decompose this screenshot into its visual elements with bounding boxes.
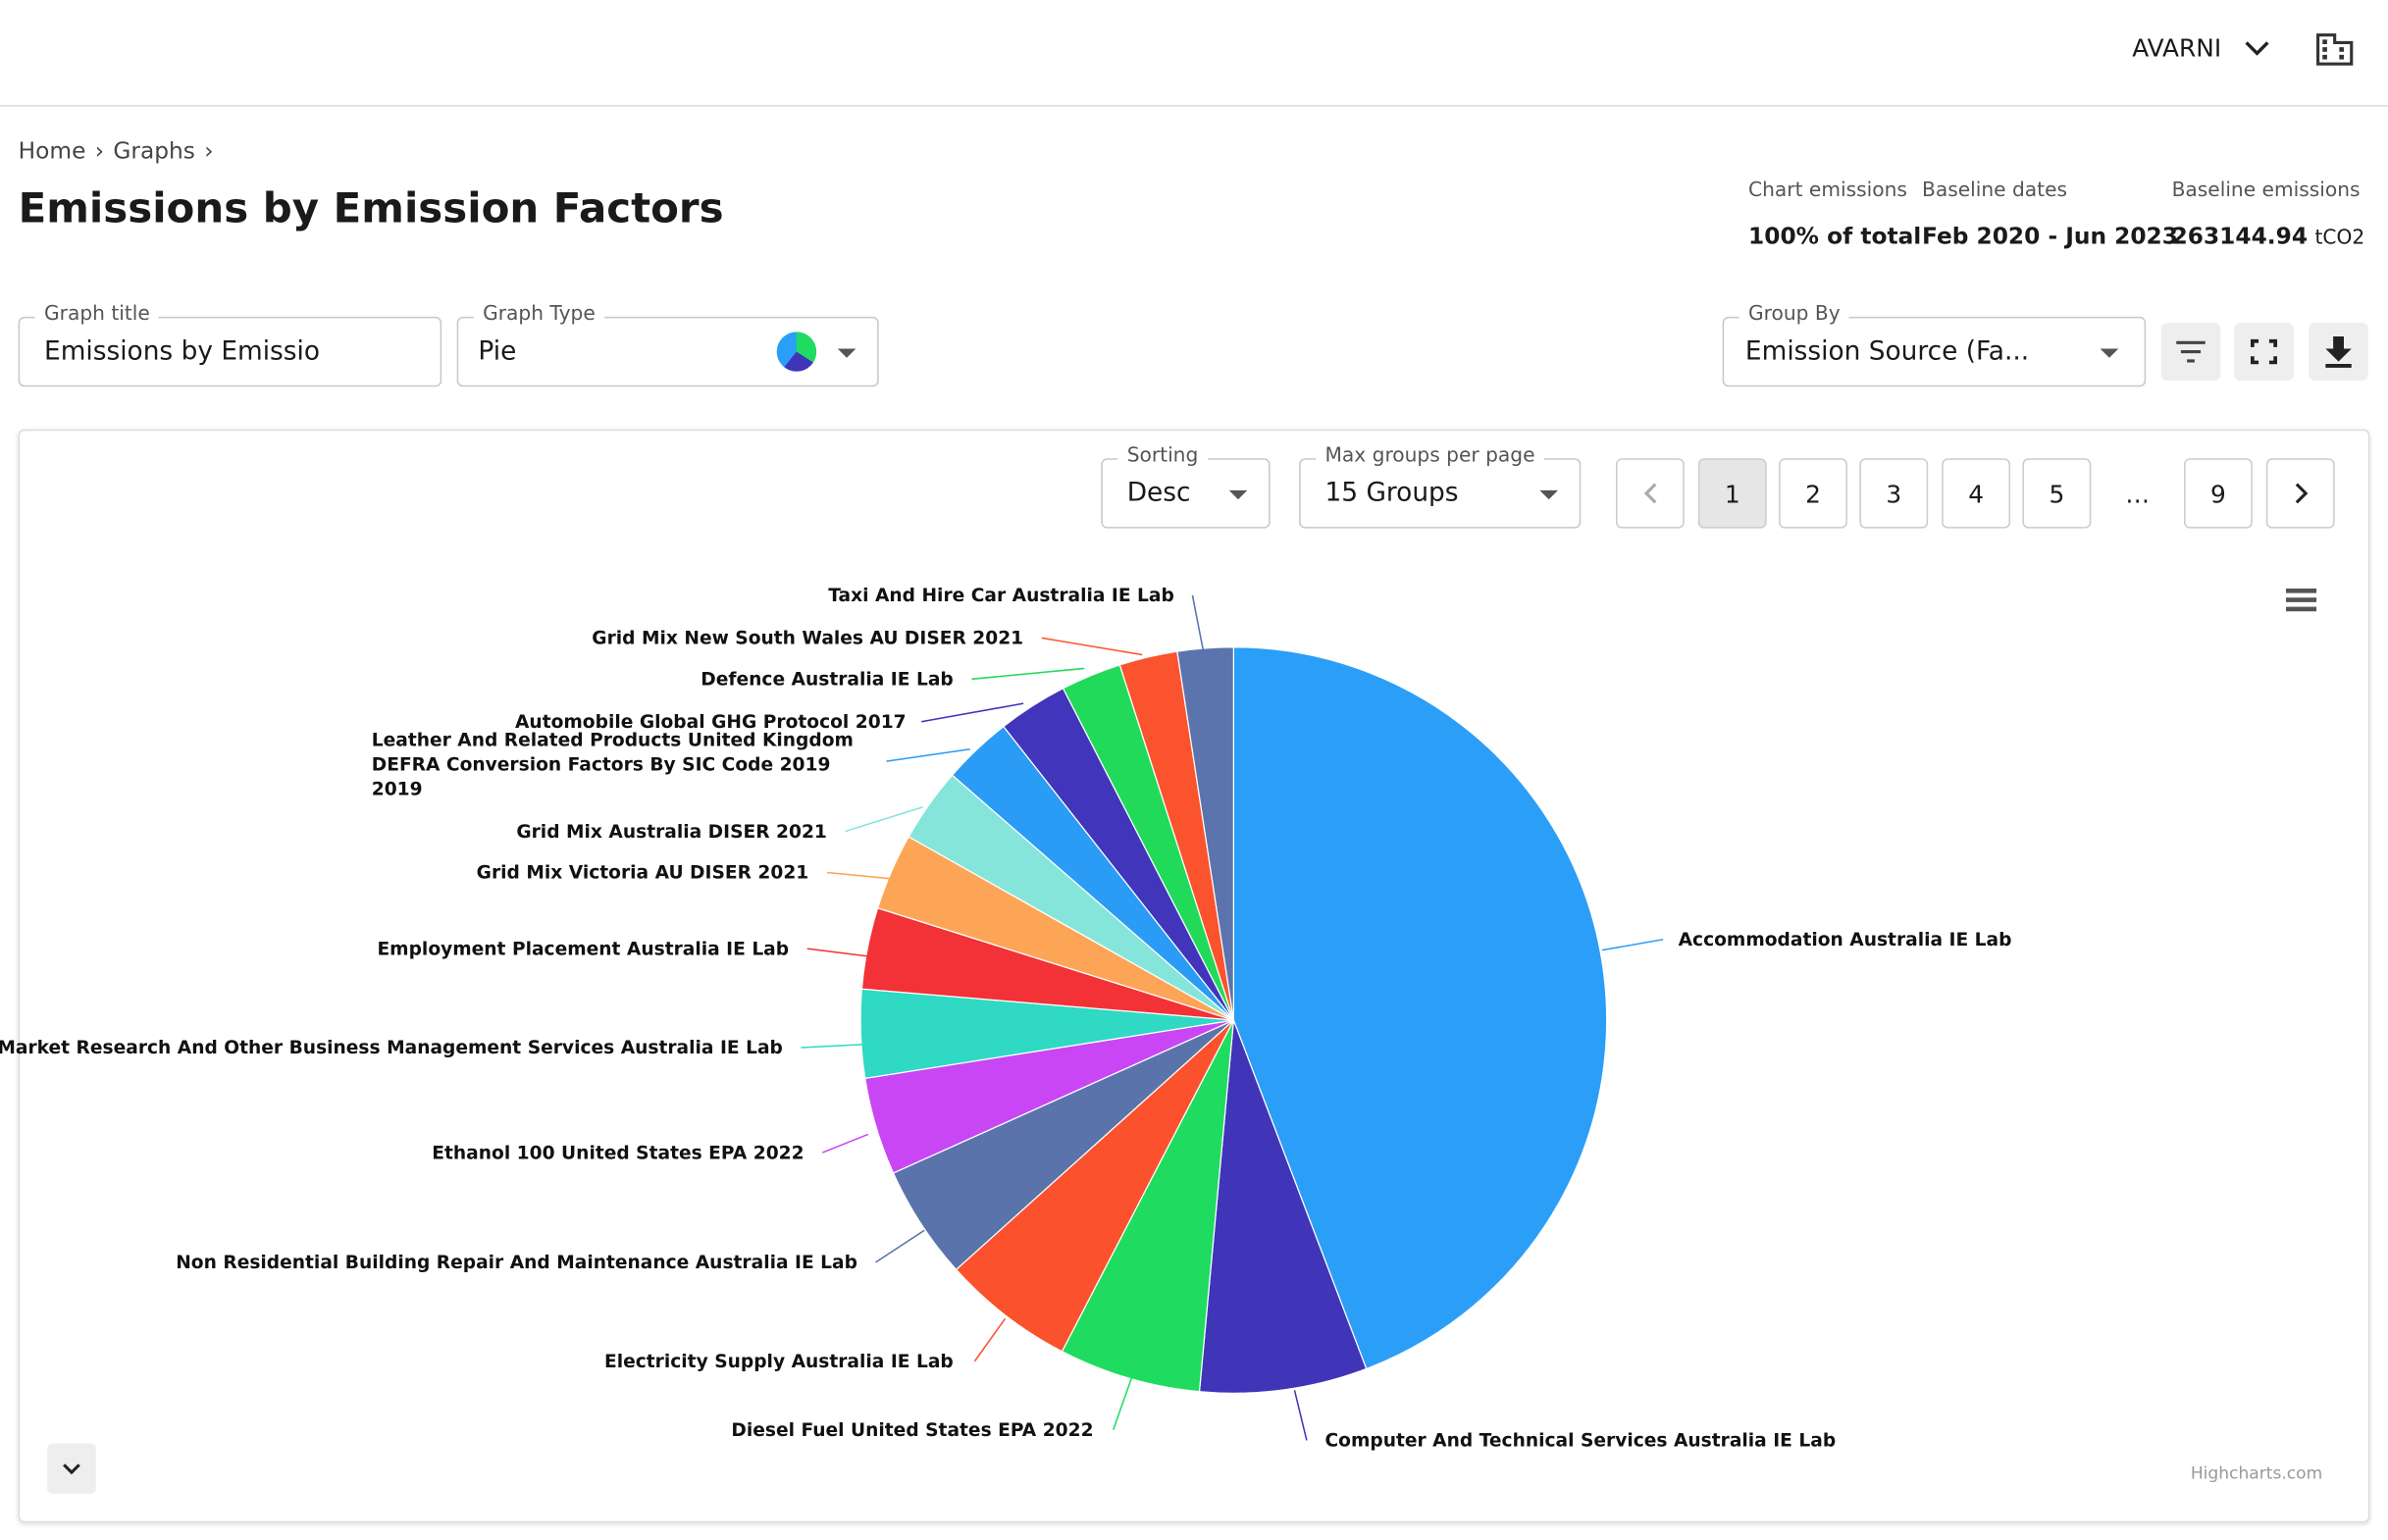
slice-label: Market Research And Other Business Manag… xyxy=(0,1037,783,1058)
slice-label: Employment Placement Australia IE Lab xyxy=(377,938,790,959)
pie-slice xyxy=(1232,646,1608,1370)
slice-label: Diesel Fuel United States EPA 2022 xyxy=(731,1418,1094,1441)
slice-label: Grid Mix Australia DISER 2021 xyxy=(516,820,827,843)
leader-line xyxy=(1112,1377,1133,1430)
field-value: Pie xyxy=(478,336,517,368)
top-bar xyxy=(0,0,2388,107)
stat-value: 100% of total xyxy=(1748,222,1922,250)
group-by-field[interactable]: Group By Emission Source (Fa... xyxy=(1722,302,2147,387)
slice-label: Leather And Related Products United King… xyxy=(371,729,854,799)
page-button[interactable]: 2 xyxy=(1779,458,1847,529)
leader-line xyxy=(921,702,1024,723)
stat-label: Chart emissions xyxy=(1748,180,1907,203)
page-ellipsis: … xyxy=(2102,458,2172,529)
field-value: Desc xyxy=(1126,478,1191,509)
pie-slice xyxy=(1176,646,1234,1021)
stat-unit: tCO2 xyxy=(2314,227,2365,250)
fullscreen-button[interactable] xyxy=(2234,323,2294,382)
slice-label: Grid Mix New South Wales AU DISER 2021 xyxy=(592,627,1024,649)
stat-label: Baseline dates xyxy=(1922,180,2068,203)
pie-slice xyxy=(1061,1019,1234,1393)
field-label: Group By xyxy=(1739,302,1850,327)
stat-label: Baseline emissions xyxy=(2171,180,2361,203)
slice-label: Accommodation Australia IE Lab xyxy=(1678,928,2012,950)
leader-line xyxy=(1601,939,1664,951)
leader-line xyxy=(971,667,1085,681)
leader-line xyxy=(806,948,868,957)
leader-line xyxy=(1041,637,1143,656)
dropdown-arrow xyxy=(1539,489,1559,500)
breadcrumb[interactable]: Home xyxy=(18,136,86,165)
leader-line xyxy=(821,1133,869,1154)
leader-line xyxy=(826,871,890,880)
pie-slice xyxy=(955,1019,1234,1353)
leader-line xyxy=(1293,1390,1308,1441)
leader-line xyxy=(801,1044,862,1049)
dropdown-arrow xyxy=(837,348,857,358)
chart-credits[interactable]: Highcharts.com xyxy=(2190,1463,2323,1483)
field-label: Graph Type xyxy=(473,302,605,327)
org-icon[interactable] xyxy=(2314,30,2354,67)
slice-label: Grid Mix Victoria AU DISER 2021 xyxy=(476,861,809,884)
field-value: Emissions by Emissio xyxy=(44,336,321,368)
breadcrumbs: Home › Graphs › xyxy=(19,137,214,165)
pie-slice xyxy=(1198,1019,1368,1394)
stat-value: Feb 2020 - Jun 2023 xyxy=(1922,222,2178,250)
page-button[interactable]: 5 xyxy=(2022,458,2092,529)
collapse-button[interactable] xyxy=(47,1443,96,1494)
slice-label: Taxi And Hire Car Australia IE Lab xyxy=(828,585,1174,606)
slice-label: Ethanol 100 United States EPA 2022 xyxy=(432,1142,805,1163)
field-label: Graph title xyxy=(34,302,160,327)
account-name[interactable]: AVARNI xyxy=(2132,33,2222,63)
download-button[interactable] xyxy=(2309,323,2368,382)
field-value: 15 Groups xyxy=(1324,478,1459,509)
field-value: Emission Source (Fa... xyxy=(1744,336,2030,368)
leader-line xyxy=(845,805,923,833)
next-page[interactable] xyxy=(2265,458,2335,529)
slice-label: Non Residential Building Repair And Main… xyxy=(176,1251,857,1273)
separator: › xyxy=(204,136,214,165)
pie-icon xyxy=(776,332,817,372)
graph-title-field[interactable]: Graph title Emissions by Emissio xyxy=(18,302,442,387)
field-label: Max groups per page xyxy=(1316,444,1544,468)
dropdown-arrow xyxy=(2100,348,2119,358)
slice-label: Defence Australia IE Lab xyxy=(701,668,954,691)
dropdown-arrow xyxy=(1228,489,1248,500)
prev-page[interactable] xyxy=(1615,458,1685,529)
leader-line xyxy=(886,747,970,762)
max-groups-field[interactable]: Max groups per page 15 Groups xyxy=(1299,444,1582,529)
graph-type-field[interactable]: Graph Type Pie xyxy=(456,302,879,387)
page-button[interactable]: 3 xyxy=(1859,458,1929,529)
chart-menu[interactable] xyxy=(2284,588,2317,612)
leader-line xyxy=(1191,594,1205,650)
page-button[interactable]: 9 xyxy=(2183,458,2253,529)
slice-label: Computer And Technical Services Australi… xyxy=(1324,1429,1837,1452)
stat-value-row: 263144.94 tCO2 xyxy=(2172,223,2365,250)
page-title: Emissions by Emission Factors xyxy=(18,185,724,233)
page-button[interactable]: 4 xyxy=(1942,458,2011,529)
breadcrumb[interactable]: Graphs xyxy=(113,136,195,165)
stat-value: 263144.94 xyxy=(2171,222,2309,250)
sorting-field[interactable]: Sorting Desc xyxy=(1101,444,1271,529)
account-chevron[interactable] xyxy=(2242,36,2272,61)
leader-line xyxy=(875,1229,925,1263)
slice-label: Automobile Global GHG Protocol 2017 xyxy=(515,710,907,733)
field-label: Sorting xyxy=(1117,444,1208,468)
page-button[interactable]: 1 xyxy=(1697,458,1767,529)
separator: › xyxy=(94,136,105,165)
filter-button[interactable] xyxy=(2160,323,2221,382)
chart-card xyxy=(18,429,2370,1523)
leader-line xyxy=(973,1317,1007,1362)
slice-label: Electricity Supply Australia IE Lab xyxy=(603,1350,954,1372)
